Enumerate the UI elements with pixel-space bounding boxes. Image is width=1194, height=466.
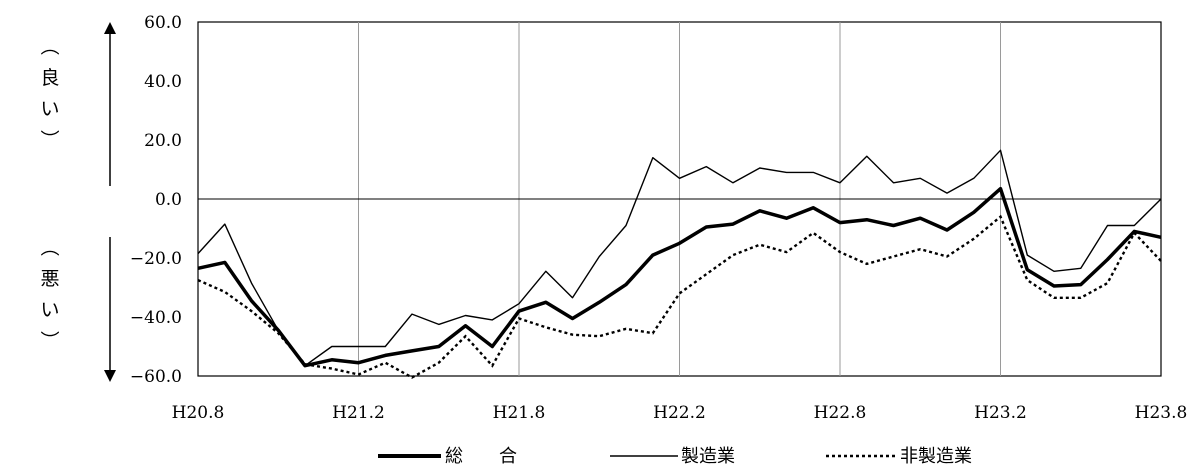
- side-label-char: い: [40, 98, 59, 120]
- y-tick-label: −60.0: [130, 367, 182, 387]
- bad-arrow: [104, 237, 116, 382]
- side-label-char: （: [38, 237, 60, 256]
- side-label-char: ）: [38, 129, 60, 148]
- x-tick-label: H20.8: [172, 403, 225, 423]
- y-tick-label: 60.0: [144, 13, 182, 33]
- side-label-char: い: [40, 299, 59, 321]
- y-tick-labels: 60.0 40.0 20.0 0.0 −20.0 −40.0 −60.0: [130, 13, 182, 387]
- legend-item-total: 総 合: [378, 446, 517, 466]
- legend-label-total: 総 合: [445, 446, 517, 466]
- series-lines: [197, 149, 1162, 379]
- y-tick-label: −20.0: [130, 249, 182, 269]
- legend: 総 合 製造業 非製造業: [378, 446, 972, 466]
- y-tick-label: 20.0: [144, 131, 182, 151]
- legend-label-nonmanufacturing: 非製造業: [900, 446, 972, 466]
- x-tick-label: H23.8: [1135, 403, 1188, 423]
- side-label-char: 良: [40, 67, 59, 89]
- x-tick-label: H23.2: [974, 403, 1027, 423]
- side-label-bad: （ 悪い ）: [38, 237, 60, 349]
- series-line-thin: [197, 149, 1162, 367]
- y-tick-label: −40.0: [130, 308, 182, 328]
- x-tick-label: H21.2: [332, 403, 385, 423]
- x-tick-label: H22.8: [814, 403, 867, 423]
- x-tick-label: H21.8: [493, 403, 546, 423]
- series-line-thick: [197, 186, 1162, 368]
- series-line-dotted: [197, 214, 1162, 379]
- legend-item-manufacturing: 製造業: [610, 446, 735, 466]
- legend-label-manufacturing: 製造業: [681, 446, 735, 466]
- side-label-char: 悪: [40, 268, 59, 290]
- side-label-good: （ 良い ）: [38, 36, 60, 148]
- good-arrow: [104, 22, 116, 186]
- x-tick-labels: H20.8 H21.2 H21.8 H22.2 H22.8 H23.2 H23.8: [172, 403, 1188, 423]
- side-label-char: （: [38, 36, 60, 55]
- y-tick-label: 40.0: [144, 72, 182, 92]
- x-tick-label: H22.2: [653, 403, 706, 423]
- y-tick-label: 0.0: [155, 190, 182, 210]
- side-label-char: ）: [38, 330, 60, 349]
- legend-item-nonmanufacturing: 非製造業: [826, 446, 972, 466]
